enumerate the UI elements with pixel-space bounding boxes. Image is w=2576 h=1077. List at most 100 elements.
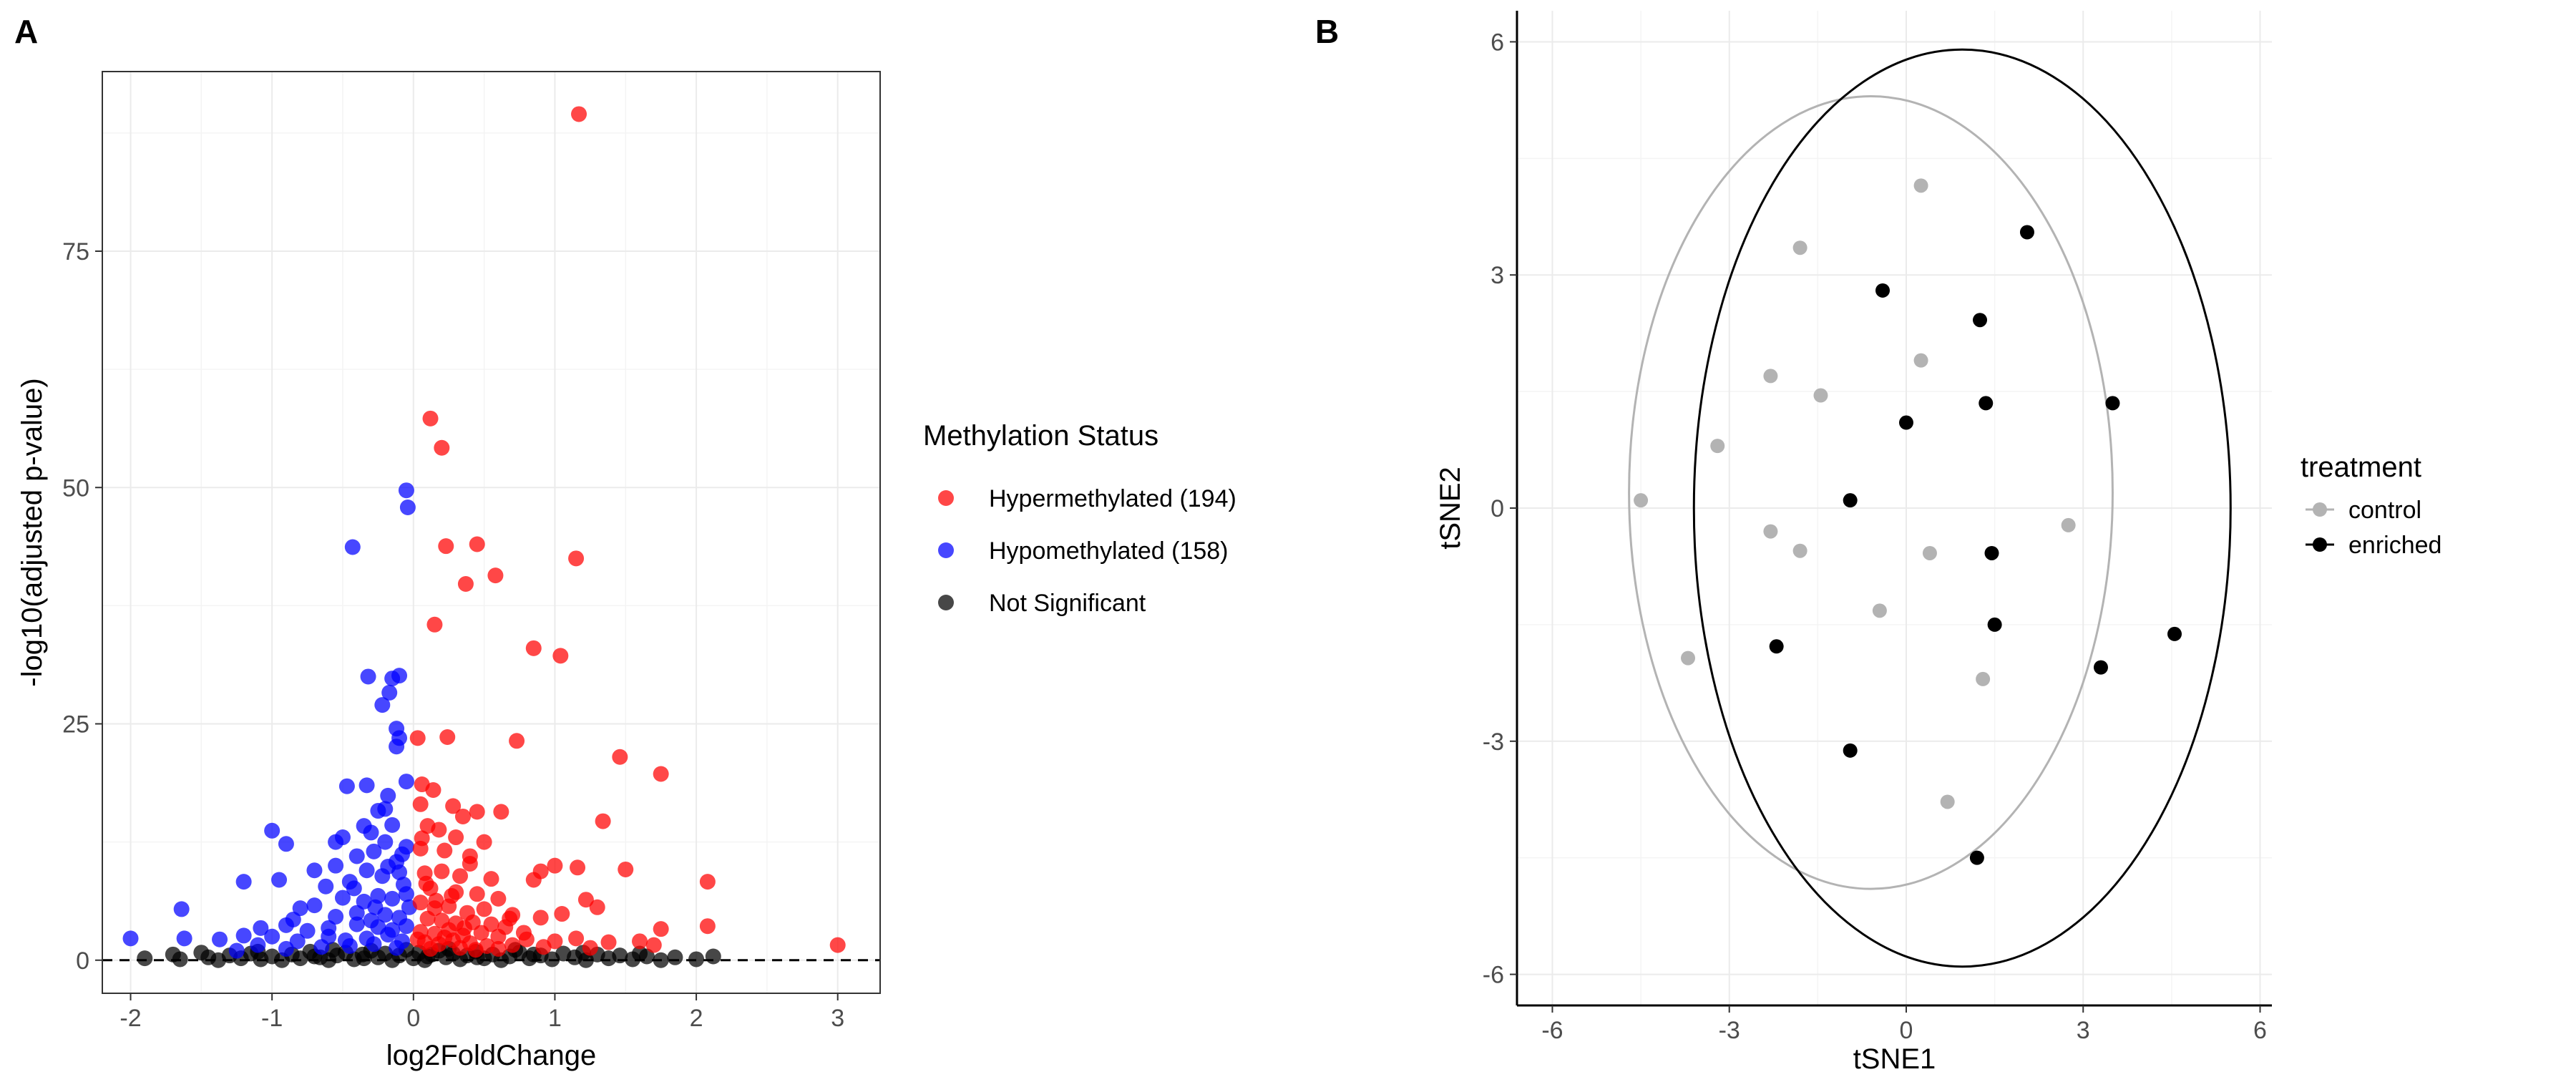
volcano-point-hypomethylated <box>398 482 414 499</box>
tsne-legend: treatment control enriched <box>2301 452 2441 559</box>
volcano-point-hypomethylated <box>328 834 344 850</box>
volcano-point-hypermethylated <box>577 892 594 908</box>
volcano-point-hypermethylated <box>419 910 436 927</box>
tsne-point-control <box>1913 353 1928 368</box>
volcano-point-not-significant <box>705 948 721 965</box>
volcano-point-hypomethylated <box>250 937 266 953</box>
volcano-y-axis-title: -log10(adjusted p-value) <box>16 378 48 686</box>
volcano-point-hypermethylated <box>467 942 484 958</box>
volcano-point-hypermethylated <box>483 871 499 887</box>
tsne-y-tick-label: -3 <box>1483 728 1504 756</box>
volcano-point-hypermethylated <box>452 940 469 956</box>
volcano-point-hypomethylated <box>367 899 384 915</box>
tsne-y-tick-label: 0 <box>1491 495 1504 522</box>
volcano-point-hypomethylated <box>360 668 376 685</box>
volcano-y-tick-label: 0 <box>76 947 89 975</box>
volcano-point-hypermethylated <box>414 830 430 847</box>
tsne-x-tick-label: 0 <box>1900 1017 1913 1044</box>
volcano-point-hypomethylated <box>313 939 330 955</box>
tsne-x-axis-title: tSNE1 <box>1853 1043 1936 1073</box>
tsne-legend-title: treatment <box>2301 452 2421 483</box>
tsne-y-tick-label: 3 <box>1491 262 1504 289</box>
volcano-point-hypermethylated <box>632 933 648 950</box>
volcano-point-hypermethylated <box>699 918 716 935</box>
tsne-point-control <box>1792 543 1807 558</box>
tsne-y-axis-title: tSNE2 <box>1435 467 1466 550</box>
volcano-x-tick-label: -2 <box>119 1005 141 1032</box>
volcano-point-hypermethylated <box>469 804 485 820</box>
volcano-point-hypomethylated <box>341 874 358 890</box>
volcano-point-hypomethylated <box>399 499 416 515</box>
volcano-point-hypomethylated <box>389 940 405 956</box>
volcano-point-hypomethylated <box>348 905 365 921</box>
volcano-point-hypermethylated <box>431 822 447 838</box>
tsne-plot: -6 -3 0 3 6 -6 -3 0 3 6 tSNE1 tSNE2 <box>1435 11 2272 1075</box>
volcano-point-hypermethylated <box>618 861 634 877</box>
volcano-point-hypermethylated <box>409 931 426 947</box>
tsne-ellipse-enriched <box>1692 48 2232 968</box>
tsne-point-enriched <box>1969 850 1984 865</box>
volcano-y-tick-label: 25 <box>62 711 89 739</box>
tsne-point-enriched <box>1979 396 1994 411</box>
volcano-point-hypomethylated <box>334 890 351 906</box>
volcano-point-hypomethylated <box>264 822 280 839</box>
volcano-grid <box>102 72 880 993</box>
tsne-point-enriched <box>1875 283 1890 298</box>
volcano-x-tick-label: 2 <box>690 1005 703 1032</box>
volcano-point-hypermethylated <box>428 892 444 909</box>
tsne-point-control <box>1681 650 1696 666</box>
volcano-point-hypermethylated <box>645 937 662 953</box>
volcano-point-hypomethylated <box>173 901 190 917</box>
volcano-point-hypomethylated <box>395 877 411 893</box>
volcano-point-hypomethylated <box>122 930 139 947</box>
tsne-y-tick-label: 6 <box>1491 29 1504 56</box>
volcano-point-hypomethylated <box>318 878 334 895</box>
volcano-point-hypermethylated <box>469 886 485 902</box>
volcano-point-hypermethylated <box>456 920 472 936</box>
volcano-point-hypermethylated <box>493 804 509 820</box>
volcano-point-hypermethylated <box>568 930 585 947</box>
panel-a-label: A <box>14 13 38 50</box>
volcano-point-hypermethylated <box>445 798 462 814</box>
volcano-point-hypermethylated <box>502 910 518 927</box>
volcano-point-hypomethylated <box>389 739 405 755</box>
volcano-point-hypomethylated <box>289 933 306 950</box>
volcano-point-hypermethylated <box>490 928 507 945</box>
volcano-point-hypermethylated <box>504 937 521 953</box>
volcano-point-hypomethylated <box>380 927 396 943</box>
tsne-y-tick-label: -6 <box>1483 962 1504 989</box>
volcano-point-hypermethylated <box>412 796 429 812</box>
volcano-point-hypermethylated <box>612 749 628 765</box>
volcano-point-hypermethylated <box>476 901 492 917</box>
volcano-point-hypomethylated <box>306 897 323 914</box>
volcano-point-hypomethylated <box>348 848 365 864</box>
volcano-point-hypomethylated <box>398 918 414 935</box>
volcano-point-hypomethylated <box>299 922 316 939</box>
volcano-point-hypomethylated <box>285 911 301 927</box>
tsne-point-enriched <box>2167 626 2182 641</box>
volcano-point-hypermethylated <box>462 856 478 872</box>
volcano-point-hypermethylated <box>422 410 439 427</box>
volcano-point-hypomethylated <box>338 778 355 794</box>
tsne-ellipse-control <box>1628 94 2114 890</box>
volcano-point-hypomethylated <box>366 936 382 952</box>
volcano-point-hypomethylated <box>253 920 269 936</box>
volcano-legend: Methylation Status Hypermethylated (194)… <box>923 420 1236 617</box>
legend-key-enriched <box>2313 537 2327 552</box>
volcano-point-hypermethylated <box>490 890 507 907</box>
tsne-x-tick-label: -3 <box>1719 1017 1740 1044</box>
volcano-point-hypermethylated <box>448 829 464 846</box>
volcano-point-hypermethylated <box>473 925 489 941</box>
volcano-point-hypermethylated <box>457 575 474 592</box>
volcano-x-axis-title: log2FoldChange <box>386 1040 597 1071</box>
tsne-point-enriched <box>1898 415 1913 430</box>
volcano-point-hypomethylated <box>348 916 365 932</box>
volcano-point-hypermethylated <box>653 766 669 782</box>
volcano-point-hypermethylated <box>434 863 450 879</box>
volcano-legend-title: Methylation Status <box>923 420 1158 452</box>
tsne-point-enriched <box>2105 396 2120 411</box>
volcano-point-hypermethylated <box>436 930 453 946</box>
volcano-point-hypermethylated <box>452 868 469 884</box>
volcano-axis-ticks: -2 -1 0 1 2 3 0 25 50 75 <box>62 238 844 1032</box>
